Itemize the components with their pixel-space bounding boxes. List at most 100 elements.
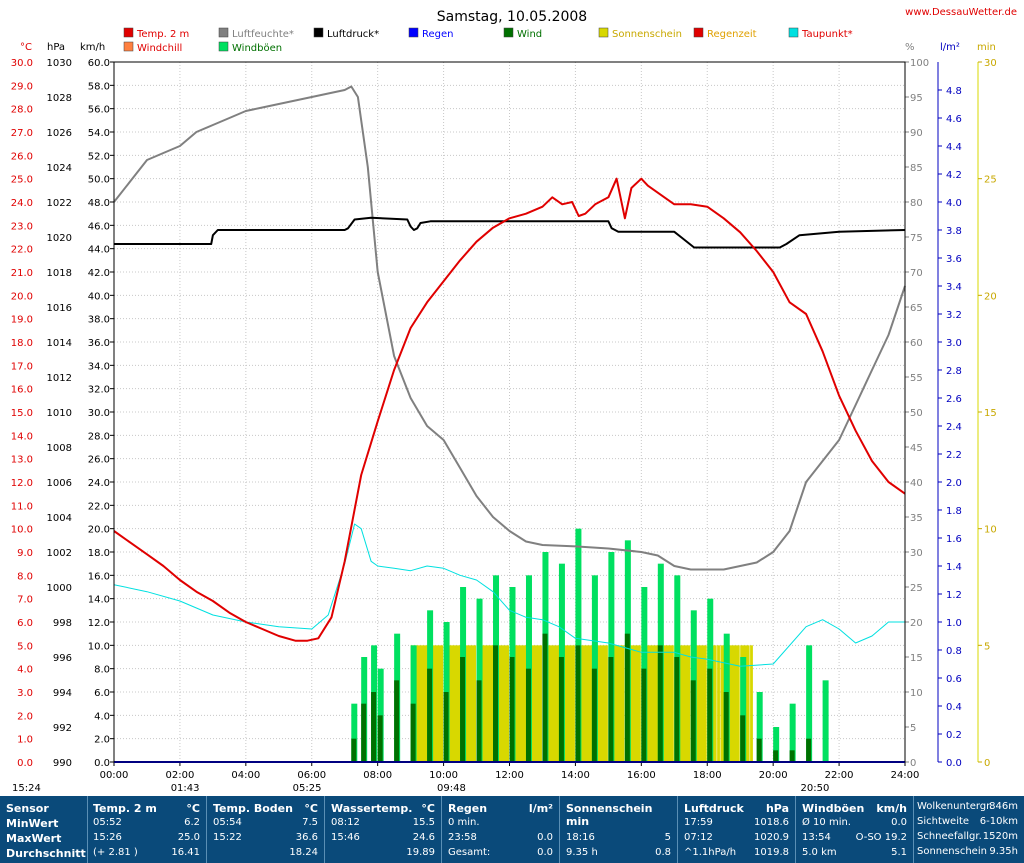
site-link[interactable]: www.DessauWetter.de [905,7,1017,18]
legend-swatch [788,27,799,38]
gust-bar [410,645,417,762]
stats-row: 13:54 O-SO 19.2 [802,832,909,845]
temp-unit-label: °C [20,42,32,53]
wind-tick-label: 42.0 [88,268,110,279]
x-tick-label: 06:00 [297,770,326,781]
stats-time: 07:12 [684,832,713,843]
temp-tick-label: 10.0 [11,525,33,536]
legend-swatch [503,27,514,38]
wind-tick-label: 20.0 [88,525,110,536]
wind-bar [723,692,729,762]
humidity-unit-label: % [905,42,915,53]
pressure-tick-label: 996 [53,653,72,664]
gust-bar [822,680,829,762]
wind-tick-label: 56.0 [88,105,110,116]
sun-tick-label: 10 [984,525,997,536]
sunshine-bar [750,645,753,762]
stats-row: ^1.1hPa/h 1019.8 [684,847,791,860]
stats-value: 5.1 [891,847,907,858]
humidity-tick-label: 85 [910,163,923,174]
wind-bar [394,680,400,762]
stats-unit: l/m² [528,802,553,815]
stats-row [566,817,673,830]
humidity-tick-label: 65 [910,303,923,314]
stats-unit: hPa [765,802,789,815]
stats-head-temp: Temp. 2 m °C [93,802,200,815]
stats-time: 9.35 h [566,847,598,858]
temp-tick-label: 2.0 [17,711,33,722]
wind-unit-label: km/h [80,42,105,53]
humidity-tick-label: 55 [910,373,923,384]
wind-tick-label: 44.0 [88,245,110,256]
pressure-tick-label: 990 [53,758,72,769]
rain-tick-label: 4.8 [946,86,962,97]
stats-time: 08:12 [331,817,360,828]
stats-value: 0.8 [655,847,671,858]
legend-label: Taupunkt* [801,29,853,40]
rain-tick-label: 2.2 [946,450,962,461]
wind-tick-label: 40.0 [88,291,110,302]
temp-tick-label: 0.0 [17,758,33,769]
humidity-tick-label: 100 [910,58,929,69]
humidity-tick-label: 30 [910,548,923,559]
pressure-tick-label: 994 [53,688,72,699]
extra-value: 9.35h [989,846,1018,857]
legend-label: Temp. 2 m [136,29,189,40]
sun-tick-label: 15 [984,408,997,419]
rain-tick-label: 4.4 [946,142,962,153]
gust-bar [591,575,598,762]
stats-row: 08:12 15.5 [331,817,437,830]
legend-label: Windböen [232,43,282,54]
label-maxwert: MaxWert [6,832,62,845]
stats-value: 7.5 [302,817,318,828]
stats-row: Ø 10 min. 0.0 [802,817,909,830]
temp-tick-label: 19.0 [11,315,33,326]
stats-head-wasser: Wassertemp. °C [331,802,435,815]
stats-value: 1020.9 [754,832,789,843]
temp-tick-label: 25.0 [11,175,33,186]
stats-row: 07:12 1020.9 [684,832,791,845]
humidity-tick-label: 45 [910,443,923,454]
humidity-line [113,85,906,571]
x-tick-label: 10:00 [429,770,458,781]
stats-head-boeen: Windböen km/h [802,802,907,815]
wind-tick-label: 38.0 [88,315,110,326]
pressure-tick-label: 1024 [47,163,72,174]
wind-bar [558,657,564,762]
pressure-tick-label: 1030 [47,58,72,69]
stats-row: 0 min. [448,817,555,830]
humidity-tick-label: 20 [910,618,923,629]
humidity-tick-label: 90 [910,128,923,139]
humidity-tick-label: 25 [910,583,923,594]
stats-row: 05:52 6.2 [93,817,202,830]
stats-time: 18:16 [566,832,595,843]
wind-tick-label: 6.0 [94,688,110,699]
stats-row: 17:59 1018.6 [684,817,791,830]
stats-time: (+ 2.81 ) [93,847,138,858]
wind-bar [806,738,812,762]
extra-row: Sonnenschein 9.35h [917,846,1020,859]
stats-row: Gesamt: 0.0 [448,847,555,860]
rain-tick-label: 1.4 [946,562,962,573]
stats-row: 9.35 h 0.8 [566,847,673,860]
stats-time: 5.0 km [802,847,837,858]
stats-value: 0.0 [537,847,553,858]
temp-tick-label: 5.0 [17,641,33,652]
sun-tick-label: 25 [984,175,997,186]
wind-tick-label: 30.0 [88,408,110,419]
rain-tick-label: 0.0 [946,758,962,769]
sun-tick-label: 30 [984,58,997,69]
temp-tick-label: 21.0 [11,268,33,279]
stats-head-sonne: Sonnenschein min [566,802,653,828]
stats-col-regen: Regen l/m² 0 min. 23:58 0.0 Gesamt: 0.0 [442,796,560,863]
legend-swatch [693,27,704,38]
temp-tick-label: 20.0 [11,291,33,302]
pressure-tick-label: 1002 [47,548,72,559]
wind-bar [410,703,416,762]
wind-bar [377,715,383,762]
humidity-tick-label: 5 [910,723,916,734]
humidity-tick-label: 10 [910,688,923,699]
wind-bar [756,738,762,762]
statistics-panel: Sensor MinWert MaxWert Durchschnitt Temp… [0,796,1024,863]
gust-bar [789,703,796,762]
